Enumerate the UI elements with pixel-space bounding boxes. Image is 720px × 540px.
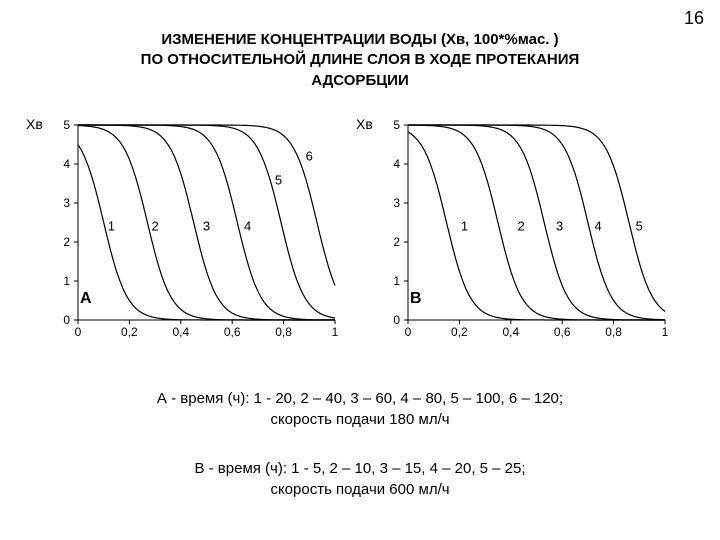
series-label-1: 1 (461, 219, 468, 234)
svg-text:4: 4 (393, 157, 400, 171)
chart-b-svg: 0 1 2 3 4 5 0 0,2 0,4 0,6 0,8 1 (390, 120, 670, 340)
title-line-2: ПО ОТНОСИТЕЛЬНОЙ ДЛИНЕ СЛОЯ В ХОДЕ ПРОТЕ… (141, 51, 580, 68)
series-label-3: 3 (203, 219, 210, 234)
panel-a-label: А (80, 290, 92, 308)
svg-text:0,8: 0,8 (275, 325, 292, 339)
chart-a-svg: 0 1 2 3 4 5 0 0,2 0,4 0,6 0,8 1 (60, 120, 340, 340)
svg-text:1: 1 (63, 274, 70, 288)
svg-text:2: 2 (63, 235, 70, 249)
caption-b-line2: скорость подачи 600 мл/ч (270, 481, 449, 498)
svg-text:0,4: 0,4 (502, 325, 519, 339)
panel-b: Xв 01234500,20,40,60,81 12345 В (390, 120, 670, 340)
svg-text:0: 0 (393, 313, 400, 327)
title-line-3: АДСОРБЦИИ (311, 72, 409, 89)
y-axis-label-a: Xв (26, 116, 43, 132)
caption-b-line1: В - время (ч): 1 - 5, 2 – 10, 3 – 15, 4 … (194, 460, 525, 477)
svg-text:5: 5 (393, 120, 400, 132)
caption-a: А - время (ч): 1 - 20, 2 – 40, 3 – 60, 4… (0, 388, 720, 430)
svg-text:3: 3 (393, 196, 400, 210)
series-label-5: 5 (275, 172, 282, 187)
page-number: 16 (684, 8, 704, 29)
series-label-2: 2 (151, 219, 158, 234)
svg-text:0,2: 0,2 (451, 325, 468, 339)
series-label-3: 3 (556, 219, 563, 234)
svg-text:2: 2 (393, 235, 400, 249)
series-label-1: 1 (108, 219, 115, 234)
y-axis-label-b: Xв (356, 116, 373, 132)
series-label-6: 6 (306, 149, 313, 164)
svg-text:1: 1 (332, 325, 339, 339)
svg-text:0,6: 0,6 (224, 325, 241, 339)
svg-text:1: 1 (662, 325, 669, 339)
svg-text:0: 0 (75, 325, 82, 339)
svg-text:0: 0 (405, 325, 412, 339)
svg-text:4: 4 (63, 157, 70, 171)
series-label-2: 2 (517, 219, 524, 234)
chart-title: ИЗМЕНЕНИЕ КОНЦЕНТРАЦИИ ВОДЫ (Xв, 100*%ма… (0, 30, 720, 91)
caption-b: В - время (ч): 1 - 5, 2 – 10, 3 – 15, 4 … (0, 458, 720, 500)
svg-text:1: 1 (393, 274, 400, 288)
svg-text:0: 0 (63, 313, 70, 327)
title-line-1: ИЗМЕНЕНИЕ КОНЦЕНТРАЦИИ ВОДЫ (Xв, 100*%ма… (161, 31, 558, 48)
svg-text:0,4: 0,4 (172, 325, 189, 339)
series-label-4: 4 (244, 219, 251, 234)
svg-text:0,8: 0,8 (605, 325, 622, 339)
svg-text:0,6: 0,6 (554, 325, 571, 339)
svg-text:0,2: 0,2 (121, 325, 138, 339)
panel-b-label: В (410, 290, 422, 308)
series-label-5: 5 (636, 219, 643, 234)
caption-a-line1: А - время (ч): 1 - 20, 2 – 40, 3 – 60, 4… (157, 390, 563, 407)
caption-a-line2: скорость подачи 180 мл/ч (270, 411, 449, 428)
svg-text:3: 3 (63, 196, 70, 210)
panel-a: Xв 01234500,20,40,60,81 123456 А (60, 120, 340, 340)
svg-text:5: 5 (63, 120, 70, 132)
series-label-4: 4 (595, 219, 602, 234)
